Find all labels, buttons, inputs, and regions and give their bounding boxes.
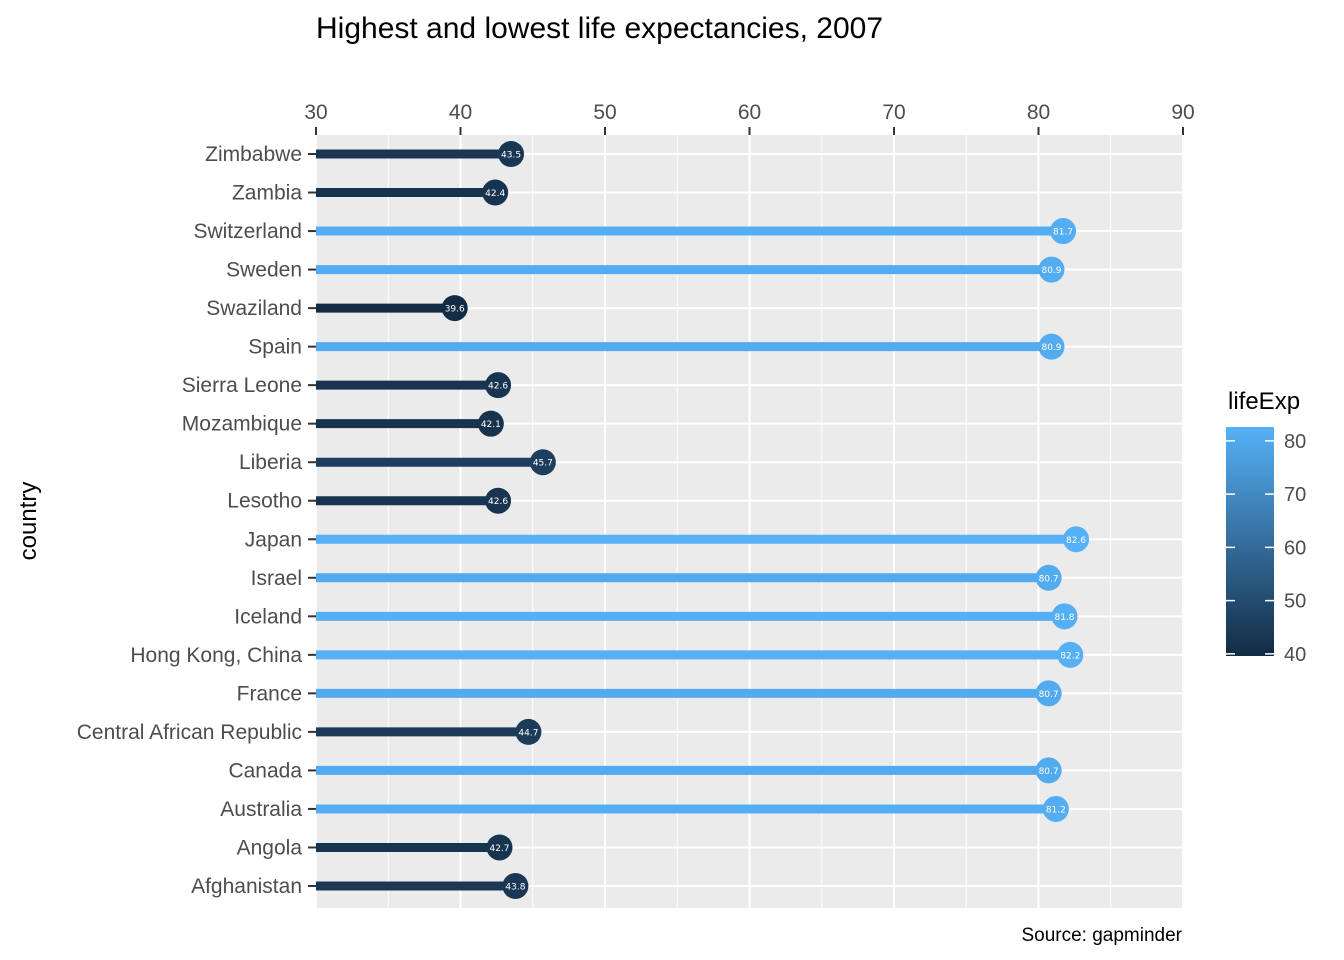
lollipop-point xyxy=(485,487,512,514)
y-axis: Zimbabwe Zambia Switzerland Sweden Swaziland… xyxy=(77,143,316,898)
data-label: 42.7 xyxy=(489,844,509,854)
y-tick-label: Sweden xyxy=(226,259,302,282)
y-tick-label: Afghanistan xyxy=(191,875,302,898)
chart-title: Highest and lowest life expectancies, 20… xyxy=(316,12,883,45)
legend-tick-label: 50 xyxy=(1284,591,1306,613)
y-tick-label: Swaziland xyxy=(206,297,302,320)
y-tick-label: Liberia xyxy=(239,451,302,474)
data-label: 80.7 xyxy=(1039,767,1059,777)
lollipop-point xyxy=(1050,218,1077,245)
y-tick-label: Central African Republic xyxy=(77,721,302,744)
data-label: 81.2 xyxy=(1046,805,1066,815)
y-tick-label: Mozambique xyxy=(182,413,302,436)
data-label: 43.8 xyxy=(505,883,525,893)
lollipop-point xyxy=(1038,333,1065,360)
legend-tick-label: 70 xyxy=(1284,484,1306,506)
data-label: 42.1 xyxy=(481,420,501,430)
data-label: 82.2 xyxy=(1060,651,1080,661)
legend-title: lifeExp xyxy=(1228,388,1300,415)
y-tick-label: Zimbabwe xyxy=(205,143,302,166)
lollipop-point xyxy=(485,372,512,399)
x-tick-label: 90 xyxy=(1171,101,1194,124)
y-tick-label: Sierra Leone xyxy=(182,374,302,397)
y-tick-label: Lesotho xyxy=(227,490,302,513)
data-label: 39.6 xyxy=(445,305,465,315)
y-tick-label: Hong Kong, China xyxy=(130,644,302,667)
y-tick-label: Zambia xyxy=(232,182,302,205)
x-tick-label: 80 xyxy=(1027,101,1050,124)
lollipop-point xyxy=(1038,256,1065,283)
lollipop-point xyxy=(486,834,513,861)
lollipop-point xyxy=(1042,795,1069,822)
lollipop-point xyxy=(441,295,468,322)
y-tick-label: Canada xyxy=(228,759,302,782)
lollipop-point xyxy=(529,449,556,476)
lollipop-point xyxy=(1057,641,1084,668)
data-label: 80.7 xyxy=(1039,574,1059,584)
lollipop-point xyxy=(477,410,504,437)
lollipop-point xyxy=(1051,603,1078,630)
lollipop-point xyxy=(515,718,542,745)
data-label: 45.7 xyxy=(533,459,553,469)
legend-tick-label: 60 xyxy=(1284,537,1306,559)
y-axis-title: country xyxy=(15,482,42,561)
lollipop-point xyxy=(502,873,529,899)
minor-gridlines xyxy=(387,135,1112,908)
y-tick-label: Angola xyxy=(237,836,303,859)
y-tick-label: Japan xyxy=(245,528,302,551)
x-tick-label: 60 xyxy=(738,101,761,124)
legend-ticks: 40 50 60 70 80 xyxy=(1226,431,1306,666)
data-label: 81.8 xyxy=(1054,613,1074,623)
data-label: 81.7 xyxy=(1053,228,1073,238)
data-label: 44.7 xyxy=(518,728,538,738)
x-tick-label: 70 xyxy=(882,101,905,124)
lollipop-point xyxy=(498,141,525,167)
lollipop-point xyxy=(1035,680,1062,707)
y-tick-label: Australia xyxy=(220,798,302,821)
lollipop-marks: 43.5 42.4 81.7 80.9 39.6 80.9 42.6 42.1 45.7 42.6… xyxy=(316,141,1090,899)
data-label: 80.9 xyxy=(1041,266,1061,276)
color-legend: lifeExp 40 50 60 70 80 xyxy=(1226,388,1306,666)
data-label: 82.6 xyxy=(1066,536,1086,546)
y-tick-label: France xyxy=(237,682,302,705)
data-label: 80.7 xyxy=(1039,690,1059,700)
x-axis: 30 40 50 60 70 80 90 xyxy=(304,101,1195,135)
data-label: 42.6 xyxy=(488,382,508,392)
x-tick-label: 50 xyxy=(593,101,616,124)
data-label: 80.9 xyxy=(1041,343,1061,353)
data-label: 42.4 xyxy=(485,189,505,199)
data-label: 43.5 xyxy=(501,151,521,161)
y-tick-label: Iceland xyxy=(234,605,302,628)
legend-colorbar xyxy=(1226,427,1274,656)
chart-caption: Source: gapminder xyxy=(1021,925,1182,946)
lollipop-point xyxy=(482,179,509,206)
y-tick-label: Switzerland xyxy=(193,220,302,243)
data-label: 42.6 xyxy=(488,497,508,507)
lollipop-point xyxy=(1063,526,1090,553)
lollipop-point xyxy=(1035,564,1062,591)
legend-tick-label: 80 xyxy=(1284,431,1306,453)
lollipop-point xyxy=(1035,757,1062,784)
x-tick-label: 40 xyxy=(449,101,472,124)
x-tick-label: 30 xyxy=(304,101,327,124)
y-tick-label: Spain xyxy=(248,336,302,359)
legend-tick-label: 40 xyxy=(1284,644,1306,666)
y-tick-label: Israel xyxy=(251,567,302,590)
